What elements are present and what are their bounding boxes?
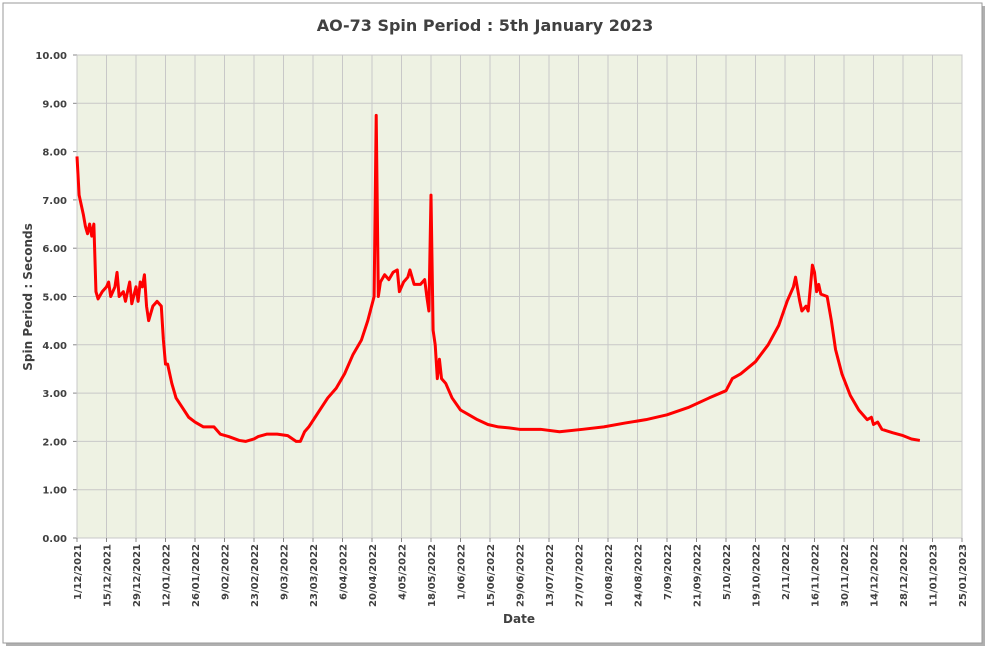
x-tick-label: 2/11/2022 <box>781 544 792 600</box>
y-tick-label: 7.00 <box>42 196 67 207</box>
x-tick-label: 23/03/2022 <box>309 544 320 607</box>
y-tick-label: 6.00 <box>42 244 67 255</box>
y-tick-label: 9.00 <box>42 99 67 110</box>
x-tick-label: 11/01/2023 <box>929 544 940 607</box>
y-tick-label: 10.00 <box>35 51 67 62</box>
x-tick-label: 29/06/2022 <box>516 544 527 607</box>
x-tick-label: 14/12/2022 <box>870 544 881 607</box>
x-tick-label: 7/09/2022 <box>663 544 674 600</box>
x-tick-label: 15/06/2022 <box>486 544 497 607</box>
x-tick-label: 4/05/2022 <box>398 544 409 600</box>
x-tick-label: 18/05/2022 <box>427 544 438 607</box>
y-tick-label: 1.00 <box>42 486 67 497</box>
x-tick-label: 10/08/2022 <box>604 544 615 607</box>
x-tick-label: 15/12/2021 <box>103 544 114 607</box>
x-tick-label: 9/03/2022 <box>280 544 291 600</box>
x-tick-label: 20/04/2022 <box>368 544 379 607</box>
x-tick-label: 28/12/2022 <box>899 544 910 607</box>
x-tick-label: 12/01/2022 <box>162 544 173 607</box>
y-tick-label: 3.00 <box>42 389 67 400</box>
x-axis-label: Date <box>503 612 535 626</box>
chart-title: AO-73 Spin Period : 5th January 2023 <box>317 16 654 35</box>
y-tick-label: 4.00 <box>42 341 67 352</box>
y-tick-label: 8.00 <box>42 148 67 159</box>
x-tick-label: 19/10/2022 <box>752 544 763 607</box>
x-tick-label: 26/01/2022 <box>191 544 202 607</box>
x-tick-label: 13/07/2022 <box>545 544 556 607</box>
x-tick-label: 24/08/2022 <box>634 544 645 607</box>
x-tick-label: 5/10/2022 <box>722 544 733 600</box>
x-tick-label: 9/02/2022 <box>221 544 232 600</box>
x-tick-label: 21/09/2022 <box>693 544 704 607</box>
y-tick-label: 5.00 <box>42 293 67 304</box>
x-tick-label: 23/02/2022 <box>250 544 261 607</box>
x-tick-label: 27/07/2022 <box>575 544 586 607</box>
x-tick-label: 6/04/2022 <box>339 544 350 600</box>
y-tick-label: 2.00 <box>42 437 67 448</box>
x-tick-label: 1/12/2021 <box>73 544 84 600</box>
x-tick-label: 1/06/2022 <box>457 544 468 600</box>
y-tick-label: 0.00 <box>42 534 67 545</box>
y-axis-label: Spin Period : Seconds <box>21 223 35 370</box>
x-tick-label: 25/01/2023 <box>958 544 969 607</box>
x-tick-label: 30/11/2022 <box>840 544 851 607</box>
x-tick-label: 29/12/2021 <box>132 544 143 607</box>
data-line <box>75 113 921 443</box>
x-tick-label: 16/11/2022 <box>811 544 822 607</box>
